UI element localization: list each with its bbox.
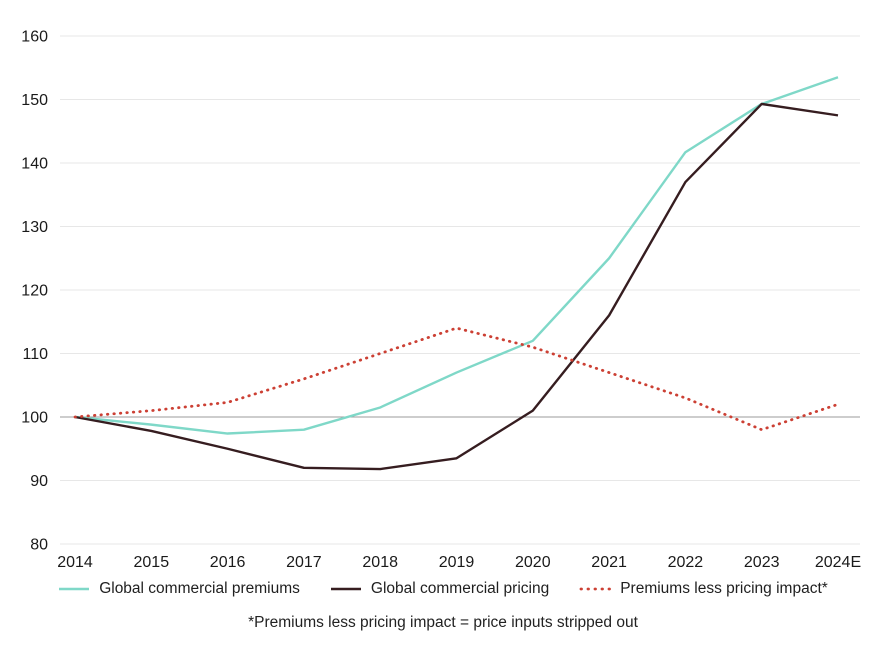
series-line-0 (74, 76, 839, 435)
legend-swatch-dotted-line (579, 586, 612, 592)
x-tick-label: 2015 (134, 554, 170, 571)
series-line-2 (73, 326, 840, 432)
legend-swatch-pricing-line (330, 586, 362, 592)
line-chart-plot-area: 80 90 100 110 120 130 140 150 160 2014 2015 2016 201… (21, 29, 861, 572)
legend-label-premiums: Global commercial premiums (99, 580, 300, 597)
chart-legend: Global commercial premiums Global commer… (0, 580, 886, 598)
y-tick-label: 90 (30, 473, 48, 490)
x-tick-label: 2022 (668, 554, 704, 571)
x-tick-label: 2017 (286, 554, 322, 571)
y-tick-label: 110 (22, 346, 48, 363)
y-tick-label: 160 (21, 29, 48, 46)
x-tick-label: 2014 (57, 554, 93, 571)
x-tick-label: 2018 (362, 554, 398, 571)
y-tick-label: 100 (21, 410, 48, 427)
x-tick-label: 2024E (815, 554, 861, 571)
x-tick-label: 2023 (744, 554, 780, 571)
x-tick-label: 2021 (591, 554, 627, 571)
legend-item-pricing: Global commercial pricing (330, 580, 549, 598)
x-tick-label: 2019 (439, 554, 475, 571)
y-tick-label: 140 (21, 156, 48, 173)
series-line-1 (74, 102, 839, 471)
legend-label-premiums-less-pricing: Premiums less pricing impact* (620, 580, 828, 597)
x-tick-label: 2020 (515, 554, 551, 571)
x-tick-label: 2016 (210, 554, 246, 571)
y-tick-label: 120 (21, 283, 48, 300)
legend-item-premiums-less-pricing: Premiums less pricing impact* (579, 580, 828, 598)
y-tick-label: 150 (21, 92, 48, 109)
y-tick-label: 80 (30, 537, 48, 554)
legend-label-pricing: Global commercial pricing (370, 580, 550, 597)
legend-swatch-premiums-line (58, 586, 90, 592)
y-tick-label: 130 (21, 219, 48, 236)
chart-footnote: *Premiums less pricing impact = price in… (248, 614, 638, 631)
legend-item-premiums: Global commercial premiums (58, 580, 300, 598)
